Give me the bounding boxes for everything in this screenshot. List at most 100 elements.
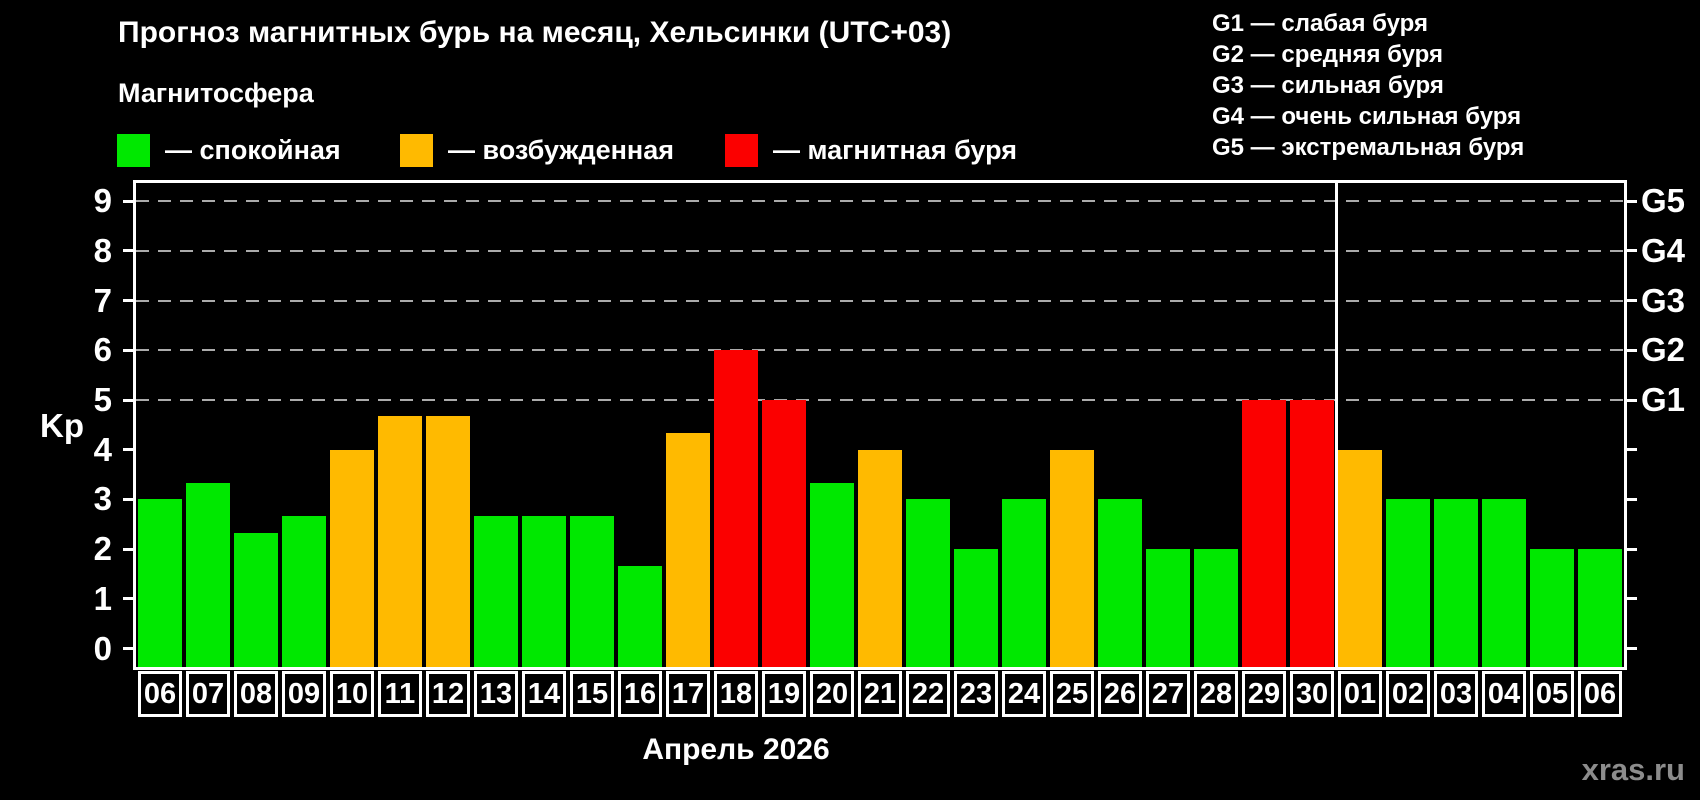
bar-slot-01 — [1336, 183, 1384, 667]
legend-item-quiet: — спокойная — [117, 133, 341, 167]
bar-slot-06 — [1576, 183, 1624, 667]
day-slot-21: 21 — [856, 671, 904, 717]
day-slot-20: 20 — [808, 671, 856, 717]
day-label-20: 20 — [809, 671, 855, 717]
bar-slot-02 — [1384, 183, 1432, 667]
legend-label-quiet: — спокойная — [165, 134, 341, 165]
g-axis-label-g1: G1 — [1641, 381, 1686, 418]
bar-day-09 — [282, 515, 326, 667]
plot-area: Kp 0 1 2 3 4 5 6 7 8 9 G1 G2 G3 G4 G5 — [40, 180, 1685, 670]
bar-day-06 — [138, 499, 182, 667]
y-axis-label-0: 0 — [93, 629, 112, 667]
day-slot-02: 02 — [1384, 671, 1432, 717]
g-axis-label-g5: G5 — [1641, 182, 1686, 220]
bar-day-15 — [570, 515, 614, 667]
right-tick-7 — [1627, 299, 1637, 303]
bar-slot-12 — [424, 183, 472, 667]
bar-slot-23 — [952, 183, 1000, 667]
day-slot-04: 04 — [1480, 671, 1528, 717]
storm-swatch-icon — [725, 133, 758, 167]
g-scale-legend: G1 — слабая буря G2 — средняя буря G3 — … — [1212, 8, 1524, 163]
bar-day-30 — [1290, 400, 1334, 667]
bar-day-29 — [1242, 400, 1286, 667]
day-slot-15: 15 — [568, 671, 616, 717]
bar-slot-11 — [376, 183, 424, 667]
bar-day-28 — [1194, 549, 1238, 667]
right-tick-5 — [1627, 398, 1637, 402]
bar-day-19 — [762, 400, 806, 667]
month-separator — [1334, 183, 1338, 667]
bar-slot-06 — [136, 183, 184, 667]
bar-day-06 — [1578, 549, 1622, 667]
day-slot-22: 22 — [904, 671, 952, 717]
day-label-01: 01 — [1337, 671, 1383, 717]
legend-item-unsettled: — возбужденная — [400, 133, 674, 167]
legend-item-storm: — магнитная буря — [725, 133, 1017, 167]
y-axis-label-3: 3 — [93, 480, 112, 518]
y-axis-label-7: 7 — [93, 281, 112, 319]
right-tick-8 — [1627, 249, 1637, 253]
day-slot-03: 03 — [1432, 671, 1480, 717]
bars-container — [136, 183, 1624, 667]
bar-slot-17 — [664, 183, 712, 667]
day-label-16: 16 — [617, 671, 663, 717]
bar-slot-05 — [1528, 183, 1576, 667]
day-label-27: 27 — [1145, 671, 1191, 717]
day-slot-11: 11 — [376, 671, 424, 717]
bar-slot-10 — [328, 183, 376, 667]
right-tick-4 — [1627, 448, 1637, 452]
left-tick-1 — [123, 597, 133, 601]
g-scale-line-g1: G1 — слабая буря — [1212, 10, 1429, 37]
day-slot-18: 18 — [712, 671, 760, 717]
y-axis-label-9: 9 — [93, 182, 112, 220]
day-slot-14: 14 — [520, 671, 568, 717]
y-axis-title: Kp — [40, 407, 84, 444]
day-label-12: 12 — [425, 671, 471, 717]
day-slot-12: 12 — [424, 671, 472, 717]
gridline-kp6 — [136, 349, 1624, 352]
bar-day-13 — [474, 515, 518, 667]
bar-slot-08 — [232, 183, 280, 667]
watermark: xras.ru — [1581, 752, 1685, 787]
day-slot-16: 16 — [616, 671, 664, 717]
bar-day-14 — [522, 515, 566, 667]
day-label-15: 15 — [569, 671, 615, 717]
day-label-08: 08 — [233, 671, 279, 717]
day-label-05: 05 — [1529, 671, 1575, 717]
day-slot-23: 23 — [952, 671, 1000, 717]
bar-day-26 — [1098, 499, 1142, 667]
bar-slot-21 — [856, 183, 904, 667]
day-slot-27: 27 — [1144, 671, 1192, 717]
left-tick-9 — [123, 199, 133, 203]
day-slot-17: 17 — [664, 671, 712, 717]
y-axis-label-6: 6 — [93, 331, 112, 369]
bar-slot-30 — [1288, 183, 1336, 667]
y-axis-label-4: 4 — [93, 430, 112, 468]
bar-day-22 — [906, 499, 950, 667]
bar-day-07 — [186, 483, 230, 667]
bar-slot-18 — [712, 183, 760, 667]
day-axis: 06 07 08 09 10 11 12 13 14 15 16 17 18 19 20 21 22 23 24 25… — [136, 671, 1624, 717]
legend-label-unsettled: — возбужденная — [448, 134, 674, 165]
y-axis-label-5: 5 — [93, 381, 112, 418]
day-label-19: 19 — [761, 671, 807, 717]
day-label-13: 13 — [473, 671, 519, 717]
right-tick-9 — [1627, 199, 1637, 203]
g-scale-line-g3: G3 — сильная буря — [1212, 72, 1444, 99]
bar-day-05 — [1530, 549, 1574, 667]
day-label-04: 04 — [1481, 671, 1527, 717]
gridline-kp5 — [136, 399, 1624, 401]
left-tick-4 — [123, 448, 133, 452]
left-tick-7 — [123, 299, 133, 303]
day-slot-19: 19 — [760, 671, 808, 717]
bar-day-02 — [1386, 499, 1430, 667]
day-label-17: 17 — [665, 671, 711, 717]
quiet-swatch-icon — [117, 133, 150, 167]
bar-slot-27 — [1144, 183, 1192, 667]
bar-slot-14 — [520, 183, 568, 667]
bar-slot-15 — [568, 183, 616, 667]
bar-day-23 — [954, 549, 998, 667]
left-tick-0 — [123, 647, 133, 650]
bar-slot-19 — [760, 183, 808, 667]
day-label-06: 06 — [137, 671, 183, 717]
